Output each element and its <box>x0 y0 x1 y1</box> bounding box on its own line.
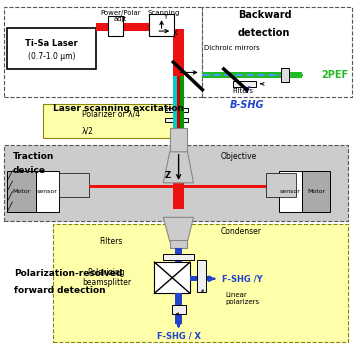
Text: Power/Polar: Power/Polar <box>100 10 141 16</box>
Bar <box>232 81 256 87</box>
Text: Linear
polarizers: Linear polarizers <box>225 292 260 305</box>
Text: Objective: Objective <box>220 152 256 161</box>
Bar <box>165 118 188 122</box>
Bar <box>281 68 289 82</box>
Text: sensor: sensor <box>37 189 58 194</box>
Bar <box>36 171 59 212</box>
Bar <box>173 29 184 209</box>
Text: sensor: sensor <box>280 189 301 194</box>
Text: Scanning: Scanning <box>147 10 179 16</box>
Bar <box>108 16 122 36</box>
Text: B-SHG: B-SHG <box>230 100 264 110</box>
Bar <box>149 14 174 36</box>
Bar <box>122 23 149 31</box>
Text: Z: Z <box>164 171 171 180</box>
Text: Dichroic mirrors: Dichroic mirrors <box>204 45 260 51</box>
Text: Laser scanning excitation: Laser scanning excitation <box>53 104 184 112</box>
Bar <box>155 262 190 293</box>
Text: Motor: Motor <box>12 189 30 194</box>
Text: forward detection: forward detection <box>14 286 106 295</box>
Text: Traction: Traction <box>12 152 54 161</box>
Text: Condenser: Condenser <box>220 227 261 236</box>
Text: Backward: Backward <box>238 10 292 20</box>
Text: Ti-Sa Laser: Ti-Sa Laser <box>25 39 78 48</box>
Text: detection: detection <box>238 28 290 38</box>
Text: Motor: Motor <box>307 189 325 194</box>
Text: Y: Y <box>163 13 168 20</box>
Bar <box>163 254 194 260</box>
Bar <box>59 172 89 197</box>
Bar <box>170 240 188 248</box>
Bar <box>43 104 178 138</box>
Bar <box>175 248 182 286</box>
Text: 2PEF: 2PEF <box>321 70 349 80</box>
Bar <box>89 185 266 188</box>
Bar <box>279 171 302 212</box>
Bar <box>203 72 302 78</box>
Text: adjt: adjt <box>114 16 127 22</box>
Bar <box>266 172 297 197</box>
Text: F-SHG /Y: F-SHG /Y <box>222 274 263 283</box>
Bar <box>197 260 206 292</box>
Bar <box>7 171 36 212</box>
Bar <box>302 171 330 212</box>
Text: λ/2: λ/2 <box>82 127 94 136</box>
Bar <box>175 293 182 324</box>
Text: Filters: Filters <box>99 237 123 246</box>
Polygon shape <box>163 152 194 183</box>
Bar <box>7 28 96 69</box>
Bar <box>53 224 348 342</box>
Text: X: X <box>173 30 178 36</box>
Bar <box>172 305 187 314</box>
Text: (0.7-1.0 μm): (0.7-1.0 μm) <box>28 52 75 61</box>
Bar <box>4 145 348 221</box>
Bar <box>170 128 188 152</box>
Text: Polarization-resolved: Polarization-resolved <box>14 269 122 278</box>
Text: Polarizer or λ/4: Polarizer or λ/4 <box>82 109 140 118</box>
Bar <box>96 23 108 31</box>
Bar <box>177 76 180 128</box>
Bar <box>203 7 351 97</box>
Bar <box>4 7 203 97</box>
Text: Filters: Filters <box>232 88 253 94</box>
Text: device: device <box>12 166 46 175</box>
Bar <box>180 76 184 128</box>
Text: Polarizing
beamsplitter: Polarizing beamsplitter <box>82 268 131 287</box>
Bar <box>165 108 188 112</box>
Bar <box>173 76 177 128</box>
Polygon shape <box>163 217 194 241</box>
Bar <box>190 276 211 281</box>
Text: F-SHG / X: F-SHG / X <box>157 332 201 341</box>
